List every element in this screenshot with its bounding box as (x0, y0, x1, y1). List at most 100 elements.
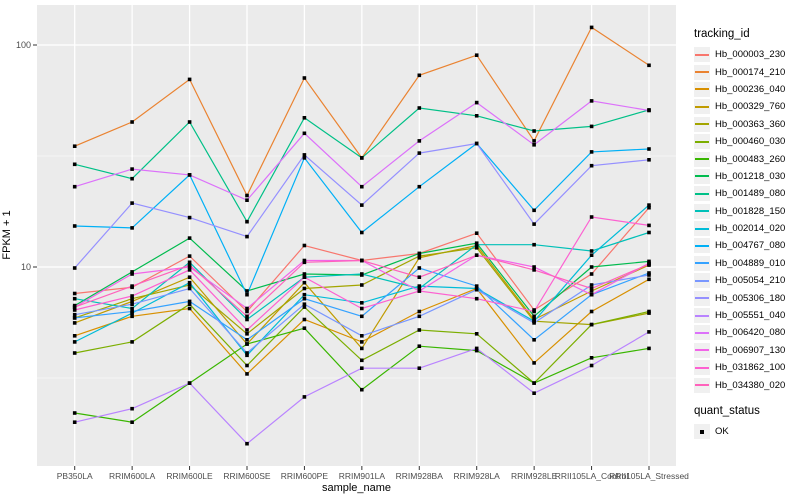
data-point (245, 372, 249, 376)
data-point (647, 330, 651, 334)
data-point (302, 280, 307, 285)
legend-item-Hb_006907_130: Hb_006907_130 (694, 342, 800, 359)
legend-label: Hb_034380_020 (715, 379, 786, 391)
legend-item-Hb_001489_080: Hb_001489_080 (694, 185, 800, 202)
data-point (589, 99, 594, 103)
x-tick-label: RRIM901LA (339, 471, 386, 481)
legend-label: Hb_002014_020 (715, 223, 786, 235)
x-tick-label: RRIM928LE (511, 471, 558, 481)
data-point (647, 203, 651, 207)
data-point (532, 391, 536, 395)
data-point (302, 275, 307, 279)
data-point (589, 363, 594, 368)
legend-label: Hb_000460_030 (715, 136, 786, 148)
data-point (532, 129, 536, 133)
legend-item-Hb_002014_020: Hb_002014_020 (694, 220, 800, 237)
data-point (360, 258, 364, 263)
data-point (245, 363, 249, 368)
data-point (532, 139, 536, 143)
legend-items: Hb_000003_230 Hb_000174_210 Hb_000236_040 H… (694, 46, 800, 394)
data-point (245, 292, 249, 297)
data-point (130, 296, 134, 301)
legend-item-Hb_005551_040: Hb_005551_040 (694, 307, 800, 324)
data-point (187, 265, 192, 269)
data-point (130, 120, 134, 124)
legend-label: Hb_005054_210 (715, 275, 786, 287)
data-point (417, 184, 422, 189)
data-point (589, 292, 594, 297)
data-point (245, 314, 249, 319)
data-point (302, 296, 307, 301)
data-point (302, 272, 307, 276)
legend-label: OK (715, 426, 729, 437)
data-point (245, 328, 249, 332)
data-point (474, 253, 479, 257)
data-point (187, 268, 192, 272)
data-point (130, 406, 134, 411)
data-point (417, 314, 422, 319)
data-point (474, 100, 479, 105)
data-point (474, 246, 479, 250)
y-tick-label: 10 (21, 262, 31, 272)
data-point (474, 287, 479, 292)
data-point (360, 301, 364, 305)
data-point (417, 286, 422, 291)
data-point (417, 139, 422, 143)
data-point (474, 284, 479, 288)
data-point (474, 141, 479, 146)
data-point (130, 294, 134, 298)
data-point (245, 342, 249, 346)
data-point (302, 260, 307, 265)
legend-key (694, 238, 710, 254)
legend-item-Hb_000363_360: Hb_000363_360 (694, 116, 800, 133)
data-point (302, 76, 307, 80)
legend-line-swatch (695, 279, 709, 282)
legend-line-swatch (695, 331, 709, 334)
data-point (302, 292, 307, 297)
data-point (245, 309, 249, 314)
data-point (360, 272, 364, 276)
data-point (417, 289, 422, 293)
data-point (302, 116, 307, 120)
data-point (187, 77, 192, 82)
data-point (360, 306, 364, 311)
data-point (130, 314, 134, 319)
data-point (647, 223, 651, 228)
data-point (589, 283, 594, 287)
data-point (647, 158, 651, 162)
legend-item-Hb_006420_080: Hb_006420_080 (694, 324, 800, 341)
legend-line-swatch (695, 88, 709, 91)
data-point (532, 361, 536, 365)
data-point (589, 286, 594, 291)
legend-line-swatch (695, 244, 709, 247)
legend-line-swatch (695, 262, 709, 265)
data-point (302, 243, 307, 248)
data-point (72, 305, 77, 309)
legend-key (694, 134, 710, 150)
legend-key (694, 273, 710, 289)
legend-item-Hb_000003_230: Hb_000003_230 (694, 46, 800, 63)
data-point (130, 226, 134, 230)
data-point (532, 265, 536, 269)
data-point (72, 291, 77, 296)
data-point (72, 162, 77, 167)
data-point (589, 253, 594, 257)
legend-item-Hb_004889_010: Hb_004889_010 (694, 255, 800, 272)
data-point (360, 230, 364, 235)
legend: tracking_id Hb_000003_230 Hb_000174_210 Hb… (694, 28, 800, 440)
data-point (532, 309, 536, 314)
legend-key (694, 168, 710, 184)
legend-label: Hb_001828_150 (715, 205, 786, 217)
data-point (72, 316, 77, 320)
data-point (245, 441, 249, 446)
data-point (647, 309, 651, 314)
data-point (245, 332, 249, 336)
data-point (245, 219, 249, 224)
data-point (187, 260, 192, 265)
x-tick-label: RRII105LA_Control (555, 471, 629, 481)
legend-label: Hb_000329_760 (715, 101, 786, 113)
legend-line-swatch (695, 366, 709, 369)
data-point (532, 338, 536, 342)
data-point (360, 314, 364, 319)
